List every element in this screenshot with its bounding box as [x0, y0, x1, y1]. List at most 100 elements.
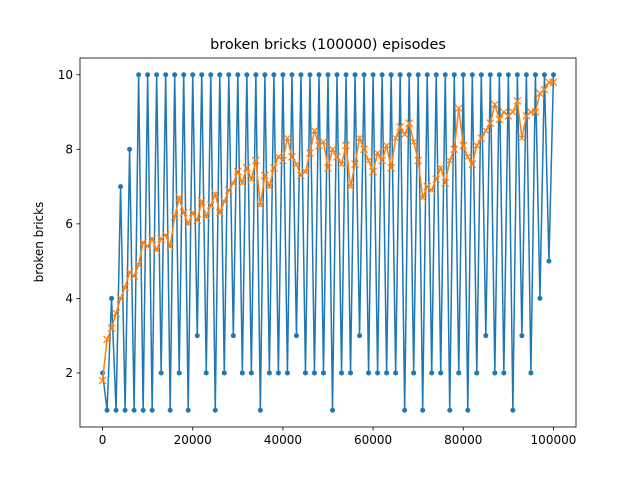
- dot-marker: [140, 407, 146, 413]
- x-marker: [382, 141, 391, 150]
- dot-marker: [307, 72, 313, 78]
- x-marker: [373, 149, 382, 157]
- dot-marker: [239, 370, 245, 376]
- x-marker: [387, 164, 396, 172]
- dot-marker: [127, 146, 133, 152]
- x-marker: [436, 164, 445, 172]
- dot-marker: [311, 370, 317, 376]
- dot-marker: [420, 407, 426, 413]
- y-tick-label: 6: [65, 217, 73, 231]
- y-tick-label: 8: [65, 142, 73, 156]
- x-marker: [400, 130, 409, 139]
- dot-marker: [109, 295, 115, 301]
- axes-frame: [79, 57, 577, 428]
- x-marker: [220, 197, 229, 206]
- x-marker: [418, 193, 427, 202]
- dot-marker: [199, 72, 205, 78]
- dot-marker: [176, 370, 182, 376]
- x-marker: [265, 182, 274, 191]
- x-marker: [292, 160, 301, 169]
- dot-marker: [325, 72, 331, 78]
- dot-marker: [131, 407, 137, 413]
- dot-marker: [501, 370, 507, 376]
- x-marker: [450, 145, 459, 154]
- x-marker: [206, 201, 215, 210]
- x-marker: [103, 335, 111, 344]
- x-marker: [441, 178, 450, 187]
- dot-marker: [375, 370, 381, 376]
- dot-marker: [532, 72, 538, 78]
- dot-marker: [406, 72, 412, 78]
- dot-marker: [212, 407, 218, 413]
- x-marker: [166, 242, 175, 251]
- x-marker: [481, 126, 490, 135]
- x-marker: [445, 156, 454, 165]
- dot-marker: [451, 72, 457, 78]
- x-marker: [531, 108, 540, 116]
- x-marker: [391, 134, 400, 143]
- dot-marker: [235, 72, 241, 78]
- x-marker: [360, 145, 368, 154]
- dot-marker: [402, 407, 408, 413]
- dot-marker: [370, 72, 376, 78]
- x-marker: [328, 145, 337, 154]
- dot-marker: [181, 72, 187, 78]
- x-marker: [121, 283, 130, 292]
- x-marker: [152, 246, 161, 254]
- dot-marker: [145, 72, 151, 78]
- dot-marker: [361, 72, 367, 78]
- x-marker: [409, 137, 418, 146]
- dot-marker: [104, 407, 110, 413]
- x-marker: [306, 149, 314, 157]
- x-marker: [301, 167, 310, 176]
- dot-marker: [519, 333, 525, 339]
- y-tick-label: 2: [65, 366, 73, 380]
- dot-marker: [284, 370, 290, 376]
- dot-marker: [388, 72, 394, 78]
- x-marker: [170, 212, 179, 221]
- dot-marker: [248, 370, 254, 376]
- x-marker: [468, 160, 477, 169]
- dot-marker: [456, 370, 462, 376]
- dot-marker: [203, 370, 209, 376]
- dot-marker: [433, 72, 439, 78]
- x-marker: [337, 160, 346, 169]
- dot-marker: [330, 407, 336, 413]
- dot-marker: [411, 370, 417, 376]
- dot-marker: [113, 407, 119, 413]
- y-tick-label: 4: [65, 291, 73, 305]
- dot-marker: [190, 72, 196, 78]
- dot-marker: [424, 72, 430, 78]
- dot-marker: [546, 258, 552, 264]
- x-marker: [490, 100, 499, 109]
- dot-marker: [510, 407, 516, 413]
- x-marker: [130, 272, 139, 280]
- dot-marker: [492, 370, 498, 376]
- dot-marker: [230, 333, 236, 339]
- dot-marker: [271, 72, 277, 78]
- dot-marker: [320, 370, 326, 376]
- dot-marker: [298, 72, 304, 78]
- x-marker: [342, 141, 350, 150]
- dot-marker: [118, 184, 124, 190]
- dot-marker: [302, 370, 308, 376]
- dot-marker: [167, 407, 173, 413]
- x-marker: [369, 167, 378, 176]
- dot-marker: [348, 370, 354, 376]
- dot-marker: [438, 370, 444, 376]
- x-tick-label: 60000: [354, 433, 392, 447]
- dot-marker: [447, 407, 453, 413]
- dot-marker: [415, 72, 421, 78]
- dot-marker: [397, 72, 403, 78]
- dot-marker: [496, 72, 502, 78]
- x-tick-label: 40000: [264, 433, 302, 447]
- dot-marker: [158, 370, 164, 376]
- x-marker: [107, 324, 116, 333]
- dot-marker: [366, 370, 372, 376]
- dot-marker: [262, 72, 268, 78]
- dot-marker: [379, 72, 385, 78]
- x-marker: [202, 212, 211, 221]
- dot-marker: [293, 333, 299, 339]
